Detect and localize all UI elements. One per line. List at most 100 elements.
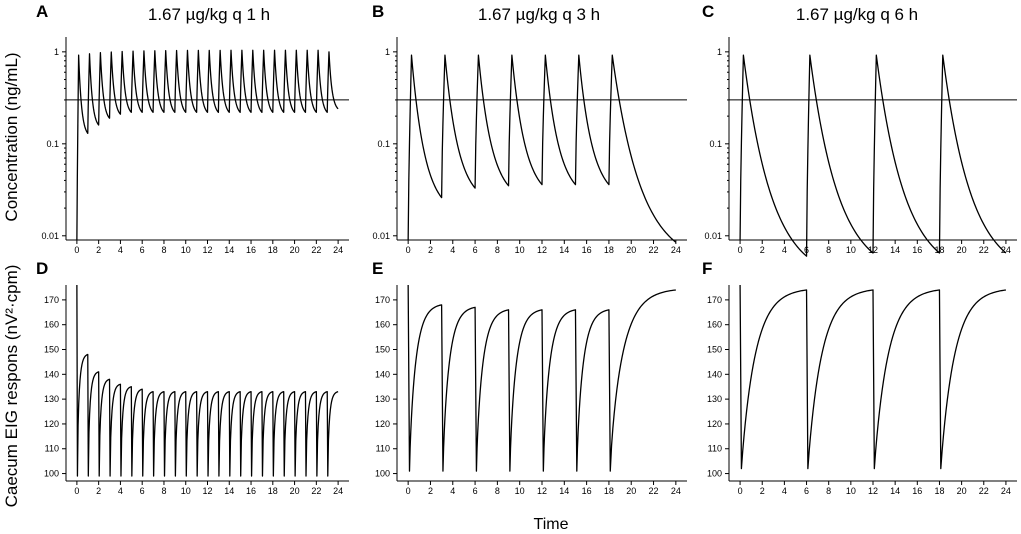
x-tick-label: 2 xyxy=(760,245,765,255)
series-line-c xyxy=(739,54,1007,257)
y-tick-label: 150 xyxy=(44,345,59,355)
panel-letter-c: C xyxy=(702,2,714,21)
x-tick-label: 4 xyxy=(118,245,123,255)
x-tick-label: 22 xyxy=(649,486,659,496)
y-tick-label: 0.01 xyxy=(372,231,390,241)
x-tick-label: 18 xyxy=(934,486,944,496)
x-tick-label: 0 xyxy=(406,486,411,496)
x-tick-label: 0 xyxy=(74,486,79,496)
y-tick-label: 170 xyxy=(375,295,390,305)
y-tick-label: 150 xyxy=(707,345,722,355)
x-tick-label: 12 xyxy=(868,486,878,496)
x-tick-label: 8 xyxy=(161,245,166,255)
x-tick-label: 4 xyxy=(782,486,787,496)
x-tick-label: 10 xyxy=(181,245,191,255)
x-tick-label: 6 xyxy=(140,486,145,496)
x-tick-label: 20 xyxy=(290,486,300,496)
y-tick-label: 120 xyxy=(375,419,390,429)
row-label-eig-response: Caecum EIG respons (nV²·cpm) xyxy=(2,265,21,508)
y-tick-label: 140 xyxy=(707,369,722,379)
y-tick-label: 120 xyxy=(44,419,59,429)
y-tick-label: 160 xyxy=(375,320,390,330)
x-tick-label: 16 xyxy=(246,245,256,255)
column-title-1: 1.67 µg/kg q 1 h xyxy=(148,5,270,24)
x-tick-label: 10 xyxy=(181,486,191,496)
y-tick-label: 110 xyxy=(376,444,390,454)
y-tick-label: 100 xyxy=(375,469,390,479)
x-tick-label: 14 xyxy=(224,486,234,496)
x-tick-label: 16 xyxy=(246,486,256,496)
x-tick-label: 16 xyxy=(912,245,922,255)
x-tick-label: 20 xyxy=(290,245,300,255)
x-tick-label: 8 xyxy=(161,486,166,496)
x-tick-label: 22 xyxy=(649,245,659,255)
panel-b: B0 2 4 6 8 10 12 14 16 18 20 22 240.010.11 xyxy=(372,2,687,255)
x-tick-label: 22 xyxy=(979,486,989,496)
x-tick-label: 4 xyxy=(782,245,787,255)
series-line-a xyxy=(76,49,339,241)
y-tick-label: 160 xyxy=(44,320,59,330)
y-tick-label: 130 xyxy=(44,394,59,404)
x-tick-label: 16 xyxy=(582,245,592,255)
x-tick-label: 22 xyxy=(979,245,989,255)
panel-d: D0 2 4 6 8 10 12 14 16 18 20 22 24100110120130140150… xyxy=(36,259,349,496)
x-tick-label: 8 xyxy=(826,486,831,496)
x-tick-label: 18 xyxy=(268,486,278,496)
x-tick-label: 6 xyxy=(140,245,145,255)
x-tick-label: 2 xyxy=(428,486,433,496)
y-tick-label: 150 xyxy=(375,345,390,355)
panel-e: E0 2 4 6 8 10 12 14 16 18 20 22 24100110120130140150… xyxy=(372,259,687,496)
y-tick-label: 140 xyxy=(375,369,390,379)
panel-c: C0 2 4 6 8 10 12 14 16 18 20 22 240.010.11 xyxy=(702,2,1017,257)
panel-letter-b: B xyxy=(372,2,384,21)
x-tick-label: 12 xyxy=(537,245,547,255)
x-tick-label: 14 xyxy=(224,245,234,255)
y-tick-label: 130 xyxy=(707,394,722,404)
column-title-3: 1.67 µg/kg q 6 h xyxy=(796,5,918,24)
y-tick-label: 170 xyxy=(707,295,722,305)
x-tick-label: 4 xyxy=(118,486,123,496)
panel-letter-d: D xyxy=(36,259,48,278)
x-tick-label: 6 xyxy=(804,486,809,496)
x-axis-label: Time xyxy=(534,516,569,533)
x-tick-label: 12 xyxy=(202,486,212,496)
panel-f: F0 2 4 6 8 10 12 14 16 18 20 22 24100110120130140150… xyxy=(702,259,1017,496)
y-tick-label: 0.1 xyxy=(709,139,722,149)
x-tick-label: 0 xyxy=(406,245,411,255)
x-tick-label: 4 xyxy=(450,486,455,496)
series-line-f xyxy=(739,284,1007,470)
y-tick-label: 130 xyxy=(375,394,390,404)
y-tick-label: 100 xyxy=(707,469,722,479)
y-tick-label: 1 xyxy=(54,47,59,57)
x-tick-label: 14 xyxy=(890,486,900,496)
panel-letter-f: F xyxy=(702,259,712,278)
x-tick-label: 0 xyxy=(74,245,79,255)
x-tick-label: 4 xyxy=(450,245,455,255)
x-tick-label: 8 xyxy=(495,245,500,255)
x-tick-label: 20 xyxy=(957,486,967,496)
y-tick-label: 0.01 xyxy=(41,231,59,241)
x-tick-label: 20 xyxy=(957,245,967,255)
x-tick-label: 18 xyxy=(604,486,614,496)
x-tick-label: 14 xyxy=(559,245,569,255)
x-tick-label: 16 xyxy=(582,486,592,496)
y-tick-label: 0.1 xyxy=(377,139,390,149)
y-tick-label: 140 xyxy=(44,369,59,379)
y-tick-label: 120 xyxy=(707,419,722,429)
y-tick-label: 160 xyxy=(707,320,722,330)
y-tick-label: 170 xyxy=(44,295,59,305)
x-tick-label: 0 xyxy=(738,245,743,255)
series-line-d xyxy=(76,284,339,477)
y-tick-label: 110 xyxy=(45,444,59,454)
y-tick-label: 0.01 xyxy=(704,231,722,241)
x-tick-label: 12 xyxy=(202,245,212,255)
x-tick-label: 6 xyxy=(473,245,478,255)
x-tick-label: 2 xyxy=(96,245,101,255)
y-tick-label: 1 xyxy=(717,47,722,57)
panel-letter-e: E xyxy=(372,259,383,278)
x-tick-label: 8 xyxy=(826,245,831,255)
y-tick-label: 100 xyxy=(44,469,59,479)
x-tick-label: 0 xyxy=(738,486,743,496)
panel-a: A0 2 4 6 8 10 12 14 16 18 20 22 240.010.11 xyxy=(36,2,349,255)
panel-letter-a: A xyxy=(36,2,48,21)
